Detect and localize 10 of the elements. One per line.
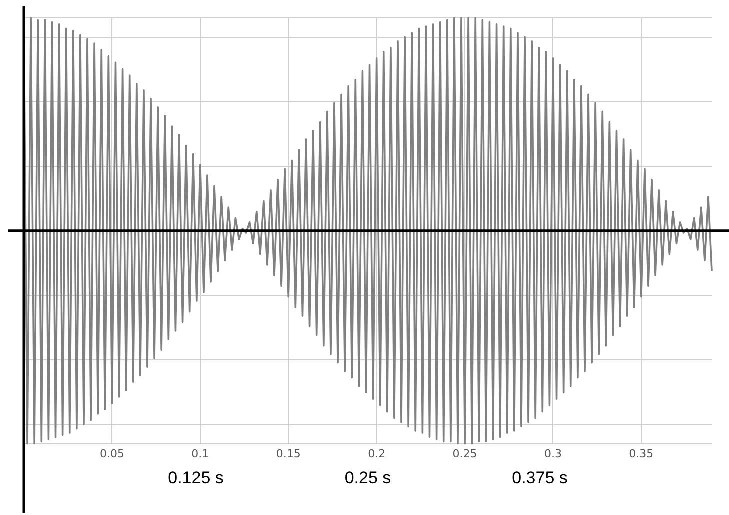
x-tick-label: 0.1 [192,447,210,460]
x-tick-label: 0.15 [276,447,301,460]
text: 0.375 s [512,468,568,488]
x-tick-label: 0.25 [452,447,478,460]
text: 0.25 s [344,468,392,488]
x-tick-label: 0.2 [368,447,386,460]
x-tick-label: 0.05 [100,447,124,460]
text: 0.125 s [168,468,224,488]
x-tick-label: 0.3 [544,447,562,460]
x-tick-label: 0.35 [629,447,654,460]
